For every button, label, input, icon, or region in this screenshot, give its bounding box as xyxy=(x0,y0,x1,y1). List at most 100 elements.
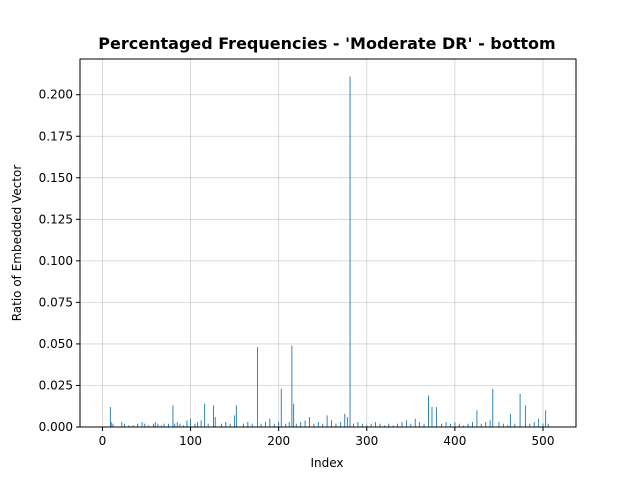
bar xyxy=(509,413,511,427)
bar xyxy=(317,422,319,427)
bar xyxy=(234,415,236,427)
bar xyxy=(357,422,359,427)
bar xyxy=(542,423,544,427)
bar xyxy=(441,423,443,427)
bar xyxy=(157,423,159,427)
bar xyxy=(414,418,416,427)
bar xyxy=(431,407,433,427)
bar xyxy=(335,423,337,427)
bar xyxy=(161,425,162,427)
bar xyxy=(529,423,531,427)
chart-title: Percentaged Frequencies - 'Moderate DR' … xyxy=(98,34,555,53)
bar xyxy=(322,423,324,427)
bar xyxy=(204,403,206,427)
bar xyxy=(174,423,176,427)
bar xyxy=(519,393,521,427)
bar xyxy=(260,423,262,427)
y-axis-ticks: 0.000 0.025 0.050 0.075 0.100 0.125 0.150 0.175… xyxy=(39,88,80,434)
bar xyxy=(257,347,258,427)
grid-lines xyxy=(80,59,576,428)
y-axis-label: Ratio of Embedded Vector xyxy=(10,165,24,322)
bar xyxy=(109,407,111,427)
x-tick-label: 300 xyxy=(355,434,378,448)
bar xyxy=(235,405,237,427)
bar xyxy=(383,425,385,427)
bar xyxy=(502,423,504,427)
bar xyxy=(445,422,447,427)
bar xyxy=(132,425,134,427)
bar xyxy=(454,422,456,427)
x-axis-label: Index xyxy=(310,456,343,470)
bar xyxy=(190,418,191,427)
bar xyxy=(326,415,328,427)
bar xyxy=(375,422,377,427)
bar xyxy=(313,423,315,427)
bar xyxy=(183,425,184,427)
bar xyxy=(507,425,509,427)
bars xyxy=(109,76,549,427)
bar xyxy=(285,423,287,427)
bar xyxy=(163,423,165,427)
bar xyxy=(293,403,295,427)
bar xyxy=(176,422,178,427)
bar xyxy=(214,417,216,427)
bar xyxy=(112,423,114,427)
bar xyxy=(153,423,154,427)
bar xyxy=(295,423,297,427)
bar xyxy=(288,422,290,427)
x-tick-label: 500 xyxy=(532,434,555,448)
bar xyxy=(458,423,460,427)
bar xyxy=(349,76,351,427)
bar xyxy=(450,423,451,427)
bar xyxy=(186,420,188,427)
bar xyxy=(480,423,482,427)
bar xyxy=(220,423,222,427)
x-axis-ticks: 0 100 200 300 400 500 xyxy=(99,427,555,448)
bar xyxy=(538,418,540,427)
x-tick-label: 200 xyxy=(267,434,290,448)
bar xyxy=(346,417,348,427)
bar xyxy=(147,425,149,427)
bar xyxy=(463,425,465,427)
bar xyxy=(524,405,526,427)
bar xyxy=(489,420,491,427)
bar xyxy=(269,418,271,427)
bar xyxy=(344,413,346,427)
bar xyxy=(309,417,310,427)
bar xyxy=(121,422,123,427)
y-tick-label: 0.125 xyxy=(39,212,73,226)
bar xyxy=(229,423,231,427)
x-tick-label: 400 xyxy=(443,434,466,448)
bar xyxy=(144,423,146,427)
bar xyxy=(200,420,202,427)
bar xyxy=(435,407,437,427)
bar xyxy=(405,420,407,427)
bar xyxy=(423,423,425,427)
bar xyxy=(428,395,429,427)
bar xyxy=(197,422,199,427)
bar xyxy=(339,422,341,427)
bar xyxy=(331,420,332,427)
bar xyxy=(388,423,390,427)
y-tick-label: 0.000 xyxy=(39,420,73,434)
y-tick-label: 0.050 xyxy=(39,337,73,351)
y-tick-label: 0.100 xyxy=(39,254,73,268)
bar xyxy=(194,423,196,427)
bar xyxy=(366,425,368,427)
bar xyxy=(207,423,209,427)
bar xyxy=(492,388,494,427)
y-tick-label: 0.075 xyxy=(39,295,73,309)
bar xyxy=(128,425,130,427)
bar xyxy=(213,405,214,427)
bar xyxy=(547,423,549,427)
bar xyxy=(498,422,500,427)
bar xyxy=(379,423,381,427)
bar xyxy=(397,423,399,427)
bar xyxy=(410,423,412,427)
bar xyxy=(291,345,293,427)
bar xyxy=(124,423,125,427)
bar xyxy=(545,410,547,427)
bar xyxy=(172,405,174,427)
bar xyxy=(141,422,143,427)
